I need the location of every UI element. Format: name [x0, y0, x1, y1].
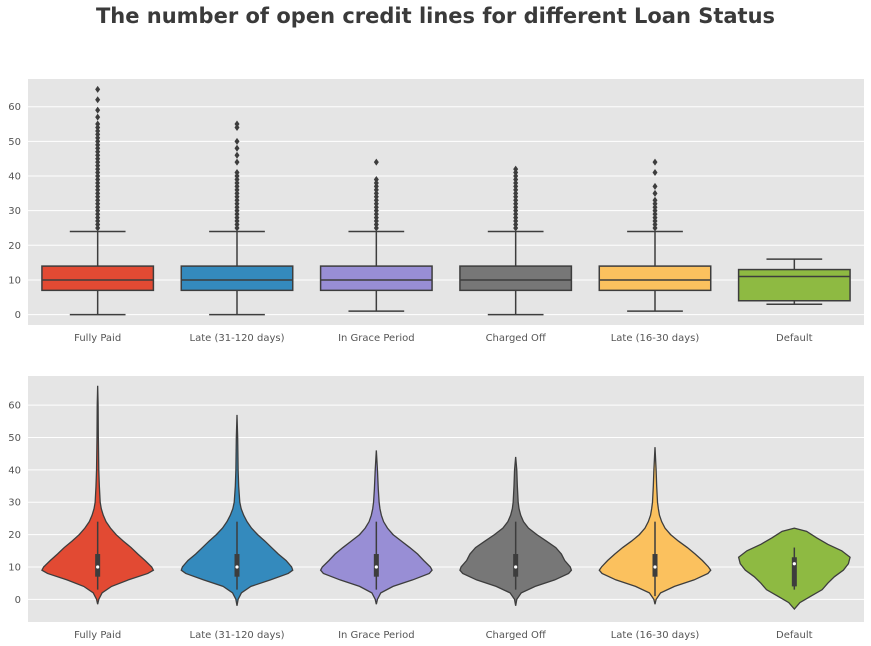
outlier-point: [95, 96, 101, 104]
x-tick-label: Fully Paid: [74, 333, 121, 344]
y-tick-label: 10: [8, 275, 21, 286]
violin-body: [41, 385, 155, 605]
outlier-point: [652, 182, 658, 190]
outlier-point: [652, 158, 658, 166]
median-point: [374, 565, 378, 569]
outlier-point: [652, 196, 658, 204]
y-tick-label: 0: [15, 310, 21, 321]
violin-0: [41, 385, 155, 605]
plot-area: [28, 376, 864, 622]
box-4: [598, 158, 712, 312]
x-tick-label: Charged Off: [486, 630, 547, 641]
x-tick-label: Fully Paid: [74, 630, 121, 641]
outlier-point: [234, 151, 240, 159]
inner-iqr-box: [652, 554, 658, 577]
x-tick-label: Late (16-30 days): [611, 333, 700, 344]
median-point: [653, 565, 657, 569]
x-tick-label: In Grace Period: [338, 630, 414, 641]
y-tick-label: 0: [15, 595, 21, 606]
median-point: [514, 565, 518, 569]
inner-iqr-box: [95, 554, 101, 577]
outlier-point: [95, 106, 101, 114]
outlier-point: [95, 120, 101, 128]
outlier-point: [234, 144, 240, 152]
median-point: [96, 565, 100, 569]
outlier-point: [234, 137, 240, 145]
inner-iqr-box: [513, 554, 519, 577]
outlier-point: [234, 120, 240, 128]
outlier-point: [373, 158, 379, 166]
box-iqr: [598, 265, 712, 292]
violin-2: [319, 450, 433, 605]
inner-iqr-box: [373, 554, 379, 577]
y-tick-label: 50: [8, 433, 21, 444]
chart-title: The number of open credit lines for diff…: [95, 4, 776, 28]
y-tick-label: 50: [8, 137, 21, 148]
y-tick-label: 60: [8, 102, 21, 113]
violin-body: [180, 414, 294, 606]
y-tick-label: 10: [8, 562, 21, 573]
y-tick-label: 60: [8, 401, 21, 412]
y-tick-label: 20: [8, 241, 21, 252]
y-tick-label: 40: [8, 465, 21, 476]
x-tick-label: Late (31-120 days): [190, 333, 285, 344]
outlier-point: [234, 158, 240, 166]
y-tick-label: 20: [8, 530, 21, 541]
outlier-point: [95, 113, 101, 121]
outlier-point: [95, 85, 101, 93]
x-tick-label: In Grace Period: [338, 333, 414, 344]
y-tick-label: 30: [8, 498, 21, 509]
box-1: [180, 120, 294, 316]
outlier-point: [234, 169, 240, 177]
violin-panel: 0 10 20 30 40 50 60 Fully Paid Late (31-120 days…: [8, 376, 864, 641]
x-tick-label: Late (31-120 days): [190, 630, 285, 641]
x-tick-label: Default: [776, 630, 813, 641]
box-iqr: [319, 265, 433, 292]
box-iqr: [41, 265, 155, 292]
outlier-point: [652, 169, 658, 177]
inner-iqr-box: [234, 554, 240, 577]
boxplot-panel: 0 10 20 30 40 50 60 Fully Paid Late (31-120 days…: [8, 79, 864, 344]
plot-area: [28, 79, 864, 325]
outlier-point: [513, 165, 519, 173]
box-iqr: [737, 268, 851, 302]
violin-4: [598, 447, 712, 605]
violin-3: [459, 456, 573, 606]
outlier-point: [652, 189, 658, 197]
box-3: [459, 165, 573, 316]
x-tick-label: Late (16-30 days): [611, 630, 700, 641]
box-iqr: [459, 265, 573, 292]
box-iqr: [180, 265, 294, 292]
y-tick-label: 40: [8, 172, 21, 183]
median-point: [235, 565, 239, 569]
box-0: [41, 85, 155, 316]
violin-1: [180, 414, 294, 606]
box-5: [737, 258, 851, 305]
violin-5: [737, 527, 851, 611]
inner-iqr-box: [791, 557, 797, 587]
median-point: [792, 562, 796, 566]
box-2: [319, 158, 433, 312]
x-tick-label: Charged Off: [486, 333, 547, 344]
outlier-point: [373, 175, 379, 183]
y-tick-label: 30: [8, 206, 21, 217]
x-tick-label: Default: [776, 333, 813, 344]
